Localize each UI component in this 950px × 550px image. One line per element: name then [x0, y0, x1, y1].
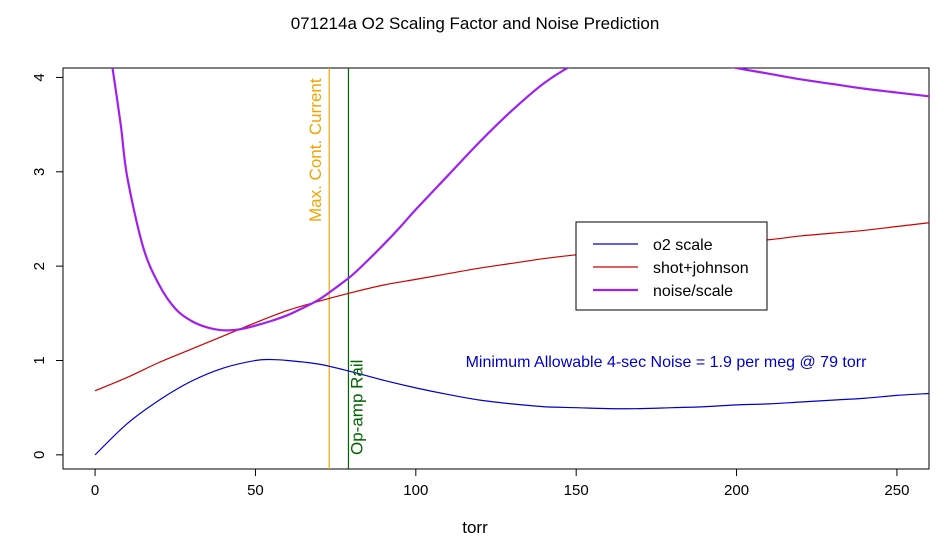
- plot-content: [94, 68, 929, 469]
- o2-scale-line: [94, 358, 929, 456]
- x-tick-label: 200: [724, 482, 749, 499]
- chart-title: 071214a O2 Scaling Factor and Noise Pred…: [291, 14, 660, 33]
- y-tick-label: 0: [31, 451, 48, 459]
- x-tick-label: 150: [564, 482, 589, 499]
- y-tick-label: 3: [31, 168, 48, 176]
- y-tick-label: 2: [31, 262, 48, 270]
- legend: o2 scale shot+johnson noise/scale: [575, 221, 768, 311]
- legend-noise-scale-label: noise/scale: [653, 283, 733, 300]
- legend-o2-scale-label: o2 scale: [653, 237, 713, 254]
- shot-johnson-line: [94, 222, 929, 392]
- noise-annotation: Minimum Allowable 4-sec Noise = 1.9 per …: [466, 354, 868, 371]
- x-tick-label: 50: [247, 482, 264, 499]
- x-axis: 0 50 100 150 200 250: [91, 469, 909, 499]
- opamp-rail-label: Op-amp Rail: [347, 360, 366, 455]
- max-current-label: Max. Cont. Current: [306, 78, 325, 222]
- y-axis: 0 1 2 3 4: [31, 73, 63, 459]
- x-tick-label: 0: [91, 482, 99, 499]
- plot-area-frame: [62, 67, 930, 470]
- x-axis-label: torr: [462, 518, 488, 537]
- y-tick-label: 1: [31, 356, 48, 364]
- legend-box: [575, 221, 768, 311]
- y-tick-label: 4: [31, 73, 48, 81]
- x-tick-label: 250: [884, 482, 909, 499]
- x-tick-label: 100: [403, 482, 428, 499]
- noise-scale-line: [111, 68, 929, 332]
- legend-shot-johnson-label: shot+johnson: [653, 260, 749, 277]
